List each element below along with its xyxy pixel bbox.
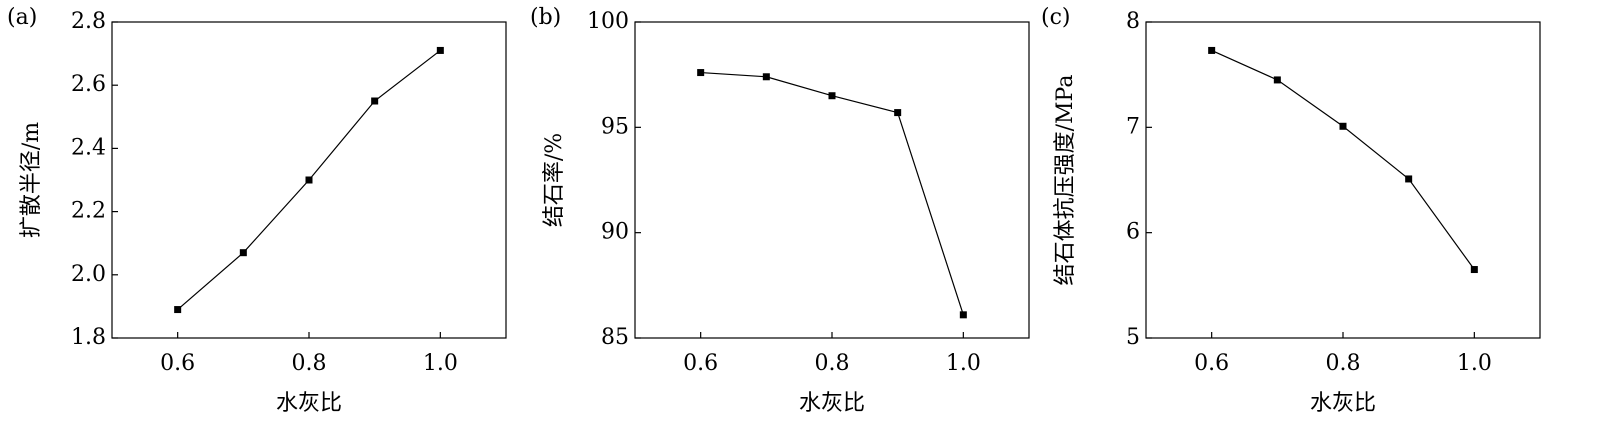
x-axis-label: 水灰比 [799, 391, 865, 416]
x-tick-label: 1.0 [946, 351, 981, 376]
x-tick-label: 0.8 [292, 351, 327, 376]
y-tick-label: 7 [1126, 114, 1140, 139]
data-point [1470, 266, 1478, 274]
data-point [174, 306, 182, 314]
data-point [762, 73, 770, 81]
y-tick-label: 85 [601, 325, 629, 350]
data-point [239, 249, 247, 257]
y-tick-label: 6 [1126, 220, 1140, 245]
y-tick-label: 90 [601, 220, 629, 245]
y-tick-label: 2.0 [71, 262, 106, 287]
data-point [959, 311, 967, 319]
plot-frame [634, 21, 1030, 339]
data-line [1211, 49, 1475, 270]
x-axis-label: 水灰比 [1310, 391, 1376, 416]
data-point [1208, 46, 1216, 54]
y-tick-label: 5 [1126, 325, 1140, 350]
x-axis-label: 水灰比 [276, 391, 342, 416]
y-axis-label: 结石率/% [542, 133, 567, 227]
x-tick-label: 1.0 [1457, 351, 1492, 376]
panel-label: (a) [7, 5, 37, 30]
x-tick-label: 0.8 [1326, 351, 1361, 376]
data-point [828, 92, 836, 100]
y-tick-label: 8 [1126, 9, 1140, 34]
data-point [697, 69, 705, 77]
data-point [894, 109, 902, 117]
data-point [1405, 175, 1413, 183]
y-tick-label: 2.2 [71, 199, 106, 224]
data-line [700, 71, 964, 316]
y-axis-label: 扩散半径/m [19, 122, 44, 238]
data-point [1339, 122, 1347, 130]
x-tick-label: 0.6 [1194, 351, 1229, 376]
panel-label: (c) [1041, 5, 1071, 30]
y-tick-label: 2.8 [71, 9, 106, 34]
panel-label: (b) [530, 5, 561, 30]
y-tick-label: 95 [601, 114, 629, 139]
y-tick-label: 2.4 [71, 135, 106, 160]
data-point [371, 97, 379, 105]
x-tick-label: 0.6 [160, 351, 195, 376]
y-tick-label: 100 [587, 9, 629, 34]
y-tick-label: 2.6 [71, 72, 106, 97]
data-point [436, 46, 444, 54]
x-tick-label: 1.0 [423, 351, 458, 376]
x-tick-label: 0.6 [683, 351, 718, 376]
y-tick-label: 1.8 [71, 325, 106, 350]
y-axis-label: 结石体抗压强度/MPa [1053, 75, 1078, 286]
plot-frame [1145, 21, 1541, 339]
data-point [305, 176, 313, 184]
x-tick-label: 0.8 [815, 351, 850, 376]
data-point [1273, 76, 1281, 84]
